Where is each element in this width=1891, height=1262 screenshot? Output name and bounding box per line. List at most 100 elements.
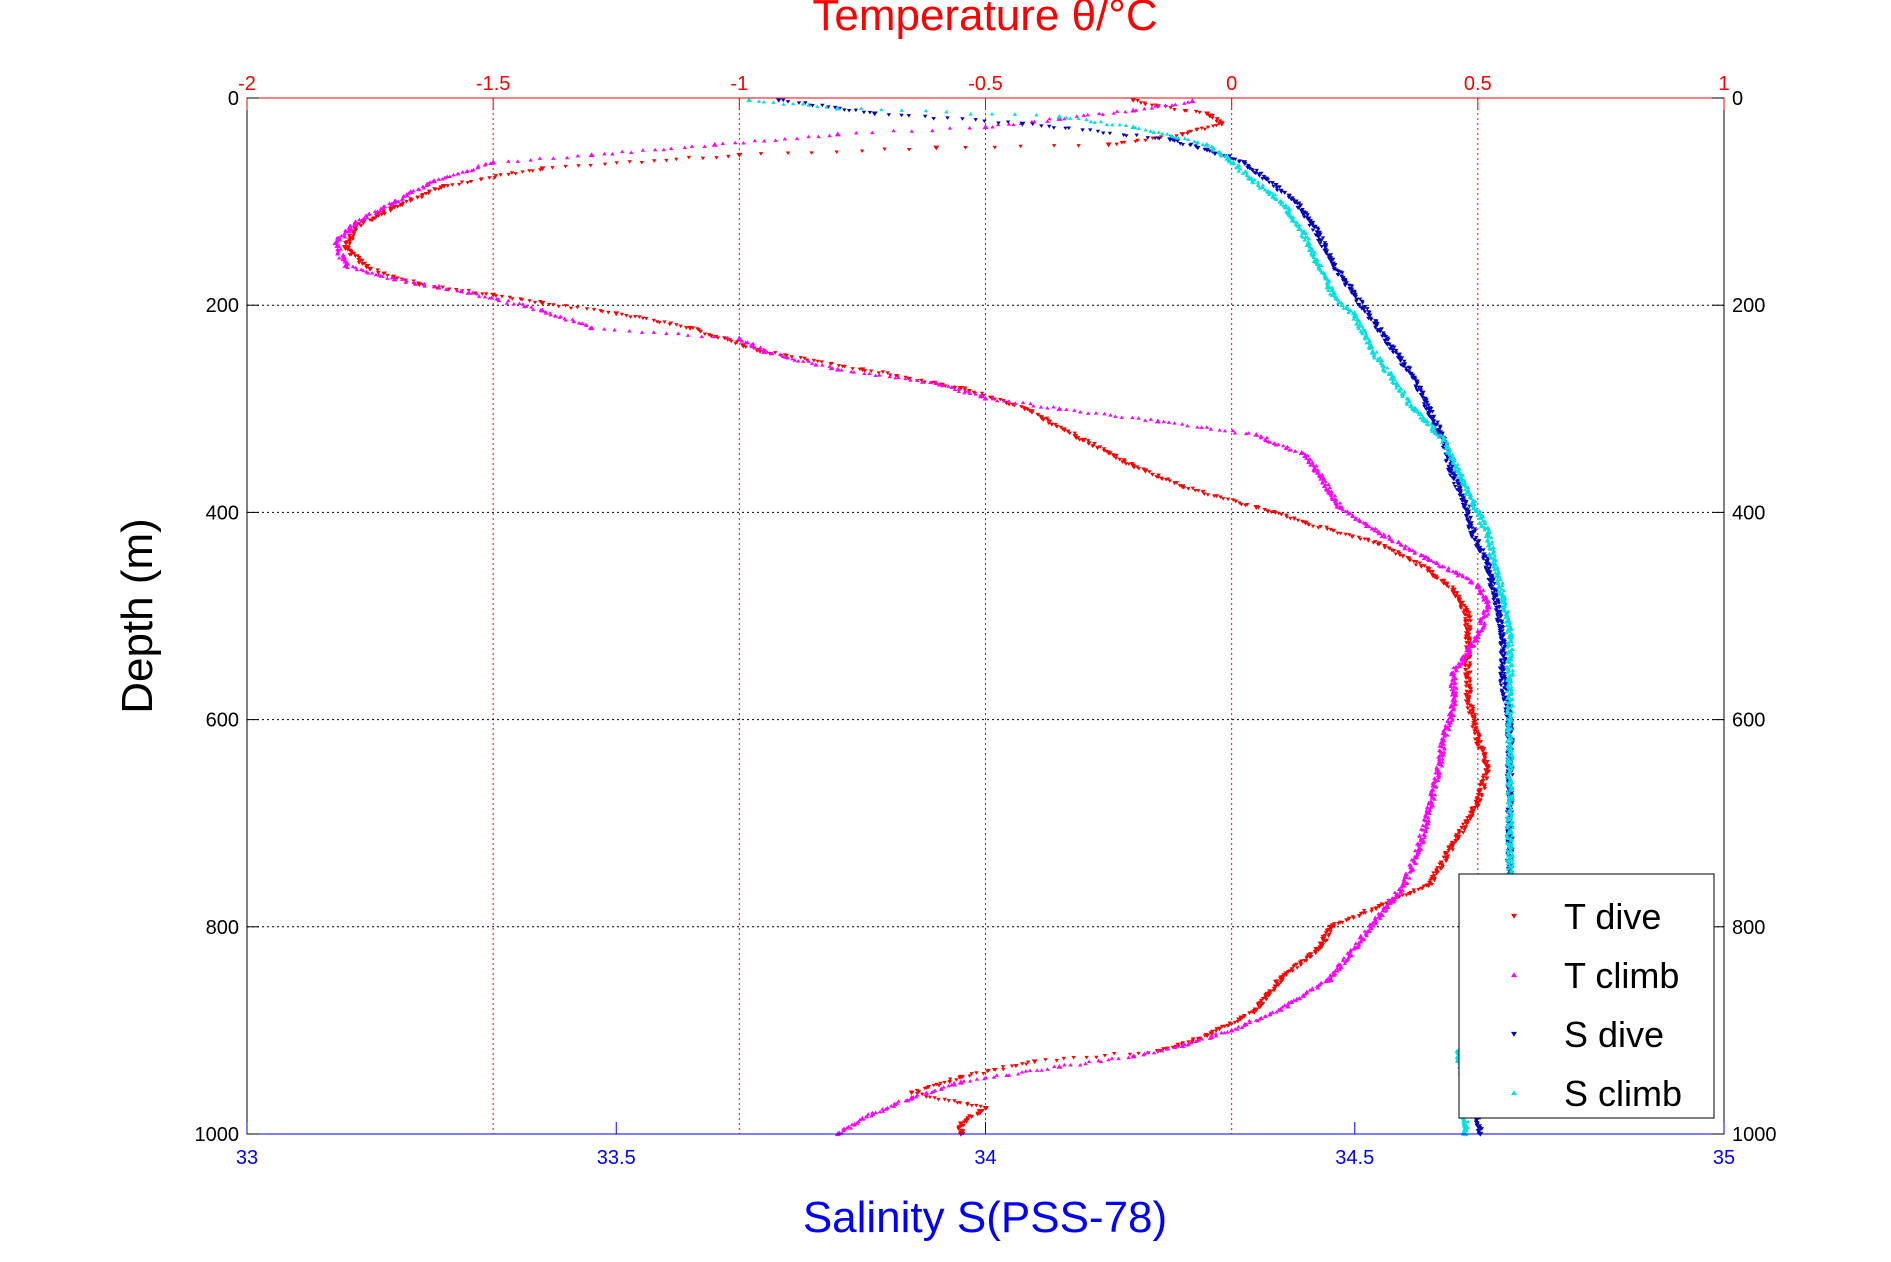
data-point-sample	[1210, 113, 1215, 118]
data-point-sample	[1270, 181, 1275, 186]
data-point-sample	[1446, 469, 1452, 474]
legend-marker-t-dive	[1511, 913, 1517, 919]
data-point-sample	[1352, 313, 1358, 318]
data-point-sample	[1239, 502, 1244, 507]
data-point-sample	[1332, 499, 1337, 503]
data-point-sample	[513, 172, 518, 176]
data-point-sample	[1482, 519, 1488, 523]
data-point-sample	[627, 328, 632, 333]
data-point-sample	[358, 224, 364, 228]
data-point-sample	[1363, 329, 1368, 334]
data-point-sample	[350, 237, 356, 242]
data-point-sample	[354, 267, 360, 272]
data-point-sample	[733, 341, 738, 346]
data-point	[775, 97, 782, 103]
data-point-sample	[1508, 625, 1514, 630]
data-point-sample	[1186, 487, 1191, 491]
data-point-sample	[1110, 122, 1115, 127]
data-point-sample	[1277, 200, 1282, 204]
data-point-sample	[896, 375, 901, 380]
data-point-sample	[1502, 651, 1508, 655]
data-point-sample	[1306, 241, 1312, 246]
data-point-sample	[1505, 703, 1510, 708]
data-point-sample	[1464, 607, 1470, 612]
data-point-sample	[1202, 127, 1208, 132]
data-point-sample	[1441, 579, 1447, 583]
data-point-sample	[1483, 554, 1489, 558]
data-point-sample	[1233, 157, 1238, 162]
data-point-sample	[1382, 544, 1387, 548]
data-point-sample	[796, 359, 801, 363]
data-point-sample	[360, 262, 366, 266]
data-point-sample	[1332, 922, 1337, 926]
data-point-sample	[1409, 857, 1415, 862]
data-point-sample	[1505, 851, 1510, 856]
data-point-sample	[761, 139, 767, 143]
data-point-sample	[1469, 712, 1474, 716]
data-point-sample	[784, 353, 789, 358]
data-point-sample	[1503, 677, 1508, 681]
data-point-sample	[1402, 359, 1407, 364]
data-point-sample	[1219, 1024, 1225, 1029]
data-point-sample	[1425, 419, 1430, 424]
data-point-sample	[1172, 421, 1177, 425]
data-point-sample	[1415, 850, 1420, 855]
data-point-sample	[790, 356, 795, 361]
data-point-sample	[1185, 131, 1190, 136]
data-point-sample	[652, 147, 658, 152]
data-point-sample	[1507, 643, 1512, 648]
data-point-sample	[1461, 1120, 1466, 1124]
data-point-sample	[782, 136, 788, 141]
data-point-sample	[1124, 134, 1129, 138]
data-point-sample	[809, 151, 814, 155]
data-point-sample	[1463, 508, 1469, 512]
data-point-sample	[1423, 814, 1428, 819]
data-point-sample	[1442, 734, 1447, 738]
data-point-sample	[932, 1096, 937, 1100]
data-point-sample	[1351, 317, 1356, 321]
data-point	[539, 301, 546, 306]
data-point-sample	[842, 108, 847, 112]
data-point-sample	[1432, 792, 1438, 797]
temperature-tick-label: -0.5	[968, 73, 1002, 95]
data-point-sample	[1013, 401, 1018, 405]
data-point-sample	[1371, 321, 1377, 326]
data-point-sample	[1505, 841, 1510, 846]
data-point-sample	[1450, 718, 1455, 722]
data-point-sample	[1468, 516, 1473, 520]
data-point-sample	[1420, 823, 1426, 827]
data-point-sample	[885, 371, 890, 375]
data-point-sample	[1506, 750, 1511, 755]
data-point-sample	[1335, 966, 1340, 970]
data-point-sample	[1434, 871, 1439, 876]
data-point-sample	[1205, 125, 1211, 130]
data-point-sample	[978, 1104, 983, 1109]
data-point-sample	[1507, 767, 1513, 772]
data-point-sample	[354, 222, 359, 227]
data-point-sample	[877, 1109, 883, 1114]
data-point-sample	[1322, 241, 1328, 245]
data-point-sample	[1377, 355, 1383, 360]
data-point	[1056, 113, 1063, 119]
data-point-sample	[1419, 565, 1424, 569]
data-point-sample	[1365, 307, 1370, 311]
data-point-sample	[1204, 425, 1210, 429]
data-point-sample	[361, 221, 366, 226]
data-point-sample	[1119, 415, 1124, 419]
data-point-sample	[1106, 452, 1112, 456]
data-point-sample	[1510, 766, 1515, 771]
data-point-sample	[1451, 684, 1457, 689]
data-point-sample	[1117, 122, 1123, 127]
data-point-sample	[1439, 763, 1445, 768]
data-point-sample	[437, 286, 442, 290]
data-point-sample	[1444, 455, 1450, 459]
data-point-sample	[1416, 887, 1421, 892]
data-point-sample	[1047, 124, 1052, 129]
data-point-sample	[1126, 1055, 1131, 1060]
data-point-sample	[1088, 128, 1093, 132]
data-point-sample	[773, 351, 778, 355]
data-point-sample	[1482, 527, 1487, 532]
data-point-sample	[924, 1095, 929, 1099]
data-point-sample	[1498, 609, 1503, 614]
data-point-sample	[848, 1126, 854, 1130]
